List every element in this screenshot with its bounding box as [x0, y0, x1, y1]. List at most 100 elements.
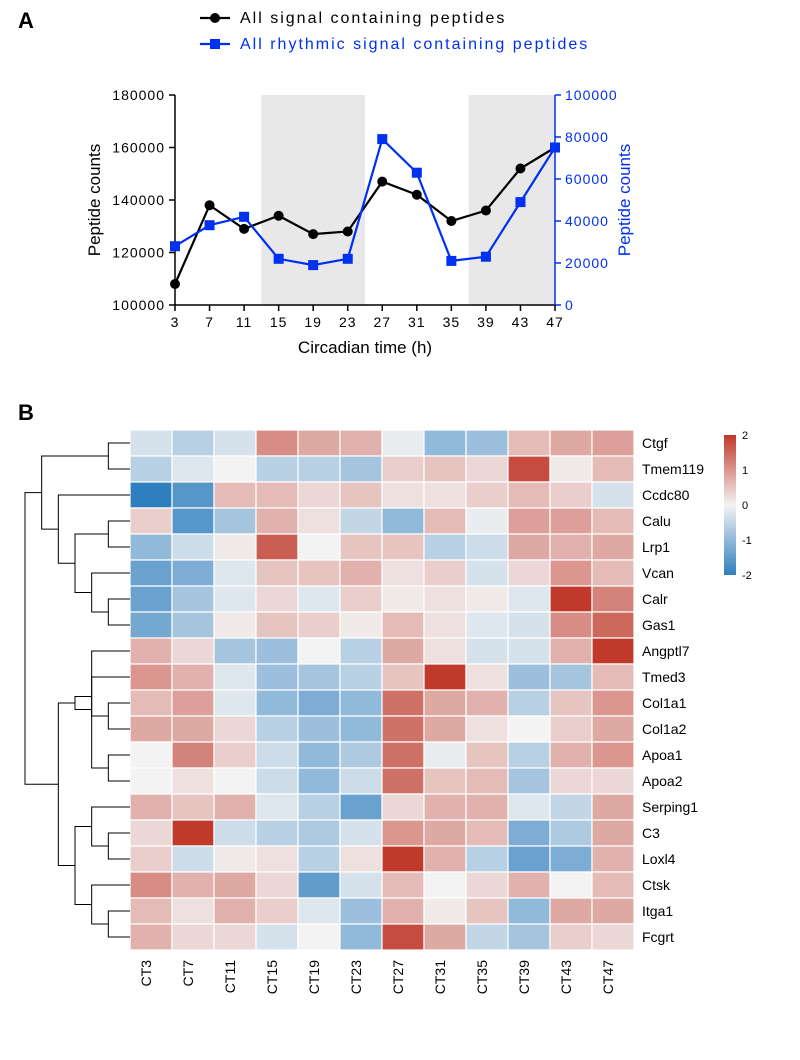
heatmap-cell: [508, 612, 550, 638]
row-label: Ccdc80: [642, 487, 690, 503]
marker: [274, 254, 284, 264]
marker: [274, 211, 284, 221]
dendrogram-branch: [92, 651, 130, 768]
heatmap-cell: [340, 586, 382, 612]
heatmap-cell: [214, 638, 256, 664]
svg-text:23: 23: [339, 314, 357, 330]
heatmap-cell: [214, 612, 256, 638]
col-label: CT27: [390, 960, 406, 994]
heatmap-cell: [466, 690, 508, 716]
svg-text:60000: 60000: [565, 171, 609, 187]
heatmap-cell: [382, 794, 424, 820]
heatmap-cell: [550, 534, 592, 560]
heatmap-cell: [298, 846, 340, 872]
heatmap-cell: [172, 430, 214, 456]
marker: [550, 143, 560, 153]
heatmap-cell: [550, 898, 592, 924]
row-label: Col1a1: [642, 695, 687, 711]
heatmap-cell: [592, 456, 634, 482]
heatmap-cell: [382, 768, 424, 794]
heatmap-cell: [508, 508, 550, 534]
svg-text:80000: 80000: [565, 129, 609, 145]
heatmap-cell: [214, 482, 256, 508]
colorbar-tick: -2: [742, 570, 752, 582]
row-label: C3: [642, 825, 660, 841]
heatmap-cell: [172, 664, 214, 690]
heatmap-cell: [592, 482, 634, 508]
heatmap-cell: [424, 586, 466, 612]
heatmap-cell: [340, 508, 382, 534]
heatmap-cell: [466, 924, 508, 950]
heatmap-cell: [256, 742, 298, 768]
heatmap-cell: [256, 612, 298, 638]
heatmap-cell: [298, 482, 340, 508]
heatmap-cell: [130, 508, 172, 534]
col-label: CT19: [306, 960, 322, 994]
col-label: CT23: [348, 960, 364, 994]
heatmap-cell: [466, 482, 508, 508]
col-label: CT31: [432, 960, 448, 994]
heatmap-cell: [298, 872, 340, 898]
heatmap-cell: [592, 794, 634, 820]
heatmap-cell: [382, 742, 424, 768]
heatmap-cell: [214, 534, 256, 560]
heatmap-cell: [214, 768, 256, 794]
heatmap-cell: [172, 768, 214, 794]
heatmap-cell: [592, 820, 634, 846]
heatmap-cell: [256, 690, 298, 716]
heatmap-cell: [550, 820, 592, 846]
heatmap-cell: [214, 560, 256, 586]
heatmap-cell: [256, 560, 298, 586]
dendrogram-branch: [108, 443, 130, 469]
heatmap-cell: [130, 534, 172, 560]
heatmap-cell: [340, 716, 382, 742]
heatmap-cell: [466, 638, 508, 664]
heatmap-cell: [592, 742, 634, 768]
row-label: Gas1: [642, 617, 676, 633]
dendrogram-branch: [75, 697, 92, 710]
svg-text:20000: 20000: [565, 255, 609, 271]
shaded-band: [261, 95, 365, 305]
heatmap-cell: [592, 508, 634, 534]
dendrogram-branch: [58, 703, 75, 866]
heatmap-cell: [550, 794, 592, 820]
heatmap-cell: [424, 820, 466, 846]
dendrogram-branch: [108, 755, 130, 781]
heatmap-cell: [466, 768, 508, 794]
row-label: Angptl7: [642, 643, 690, 659]
heatmap-cell: [172, 846, 214, 872]
svg-text:27: 27: [373, 314, 391, 330]
heatmap-cell: [130, 768, 172, 794]
heatmap-cell: [592, 560, 634, 586]
row-label: Tmem119: [642, 461, 704, 477]
heatmap-cell: [382, 664, 424, 690]
heatmap-cell: [382, 430, 424, 456]
heatmap-cell: [298, 820, 340, 846]
heatmap-cell: [382, 898, 424, 924]
heatmap-cell: [592, 716, 634, 742]
heatmap-cell: [340, 768, 382, 794]
col-label: CT15: [264, 960, 280, 994]
heatmap-cell: [508, 872, 550, 898]
heatmap-cell: [382, 560, 424, 586]
col-label: CT43: [558, 960, 574, 994]
heatmap-cell: [214, 742, 256, 768]
heatmap-cell: [172, 872, 214, 898]
heatmap-cell: [508, 560, 550, 586]
row-label: Tmed3: [642, 669, 686, 685]
row-label: Serping1: [642, 799, 698, 815]
col-label: CT11: [222, 960, 238, 993]
heatmap-cell: [214, 586, 256, 612]
dendrogram-branch: [92, 885, 130, 924]
heatmap-cell: [340, 924, 382, 950]
heatmap-cell: [424, 716, 466, 742]
row-label: Calr: [642, 591, 668, 607]
panel-a-chart: 1000001200001400001600001800000200004000…: [0, 0, 800, 380]
heatmap-cell: [508, 768, 550, 794]
heatmap-cell: [340, 456, 382, 482]
col-label: CT35: [474, 960, 490, 994]
heatmap-cell: [256, 898, 298, 924]
heatmap-cell: [256, 664, 298, 690]
heatmap-cell: [130, 586, 172, 612]
heatmap-cell: [130, 430, 172, 456]
